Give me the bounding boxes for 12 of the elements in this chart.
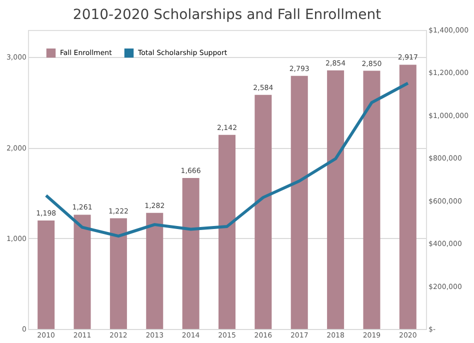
bar	[254, 94, 272, 329]
chart-title: 2010-2020 Scholarships and Fall Enrollment	[72, 7, 382, 23]
bar	[363, 70, 380, 329]
bar	[38, 220, 55, 329]
bar	[74, 214, 91, 329]
bar	[399, 64, 416, 329]
bar	[290, 76, 308, 329]
bar	[110, 218, 127, 329]
bar	[218, 134, 236, 329]
bar	[182, 178, 200, 329]
bar	[146, 212, 164, 329]
bar	[327, 70, 344, 329]
